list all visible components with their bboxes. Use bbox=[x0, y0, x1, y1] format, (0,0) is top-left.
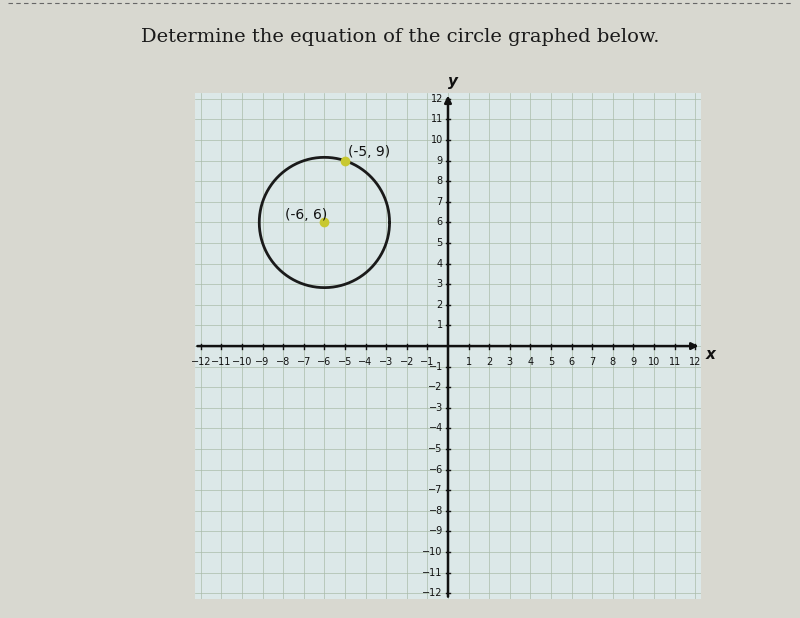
Text: x: x bbox=[706, 347, 715, 362]
Text: 4: 4 bbox=[437, 259, 443, 269]
Text: −11: −11 bbox=[422, 568, 443, 578]
Text: 2: 2 bbox=[486, 357, 492, 368]
Text: y: y bbox=[448, 74, 458, 88]
Text: −6: −6 bbox=[429, 465, 443, 475]
Text: 1: 1 bbox=[437, 321, 443, 331]
Text: 10: 10 bbox=[648, 357, 660, 368]
Text: −4: −4 bbox=[429, 423, 443, 433]
Text: 12: 12 bbox=[430, 94, 443, 104]
Text: −4: −4 bbox=[358, 357, 373, 368]
Text: (-6, 6): (-6, 6) bbox=[286, 208, 327, 222]
Text: 11: 11 bbox=[669, 357, 681, 368]
Text: 7: 7 bbox=[589, 357, 595, 368]
Text: 2: 2 bbox=[437, 300, 443, 310]
Text: −1: −1 bbox=[429, 362, 443, 371]
Text: −8: −8 bbox=[429, 506, 443, 516]
Text: −9: −9 bbox=[429, 527, 443, 536]
Text: −3: −3 bbox=[429, 403, 443, 413]
Text: 4: 4 bbox=[527, 357, 534, 368]
Text: −2: −2 bbox=[429, 383, 443, 392]
Text: 9: 9 bbox=[437, 156, 443, 166]
Text: 6: 6 bbox=[569, 357, 574, 368]
Text: 7: 7 bbox=[437, 197, 443, 207]
Text: −8: −8 bbox=[276, 357, 290, 368]
Text: −7: −7 bbox=[429, 485, 443, 495]
Text: 3: 3 bbox=[506, 357, 513, 368]
Text: 1: 1 bbox=[466, 357, 472, 368]
Text: 8: 8 bbox=[437, 176, 443, 186]
Text: −5: −5 bbox=[338, 357, 352, 368]
Text: −6: −6 bbox=[318, 357, 331, 368]
Text: −2: −2 bbox=[400, 357, 414, 368]
Text: −10: −10 bbox=[422, 547, 443, 557]
Text: 11: 11 bbox=[430, 114, 443, 124]
Text: −5: −5 bbox=[429, 444, 443, 454]
Text: −1: −1 bbox=[420, 357, 434, 368]
Text: 9: 9 bbox=[630, 357, 637, 368]
Text: −7: −7 bbox=[297, 357, 311, 368]
Text: −9: −9 bbox=[255, 357, 270, 368]
Text: Determine the equation of the circle graphed below.: Determine the equation of the circle gra… bbox=[141, 28, 659, 46]
Text: −10: −10 bbox=[232, 357, 252, 368]
Text: 6: 6 bbox=[437, 218, 443, 227]
Text: 10: 10 bbox=[430, 135, 443, 145]
Text: 12: 12 bbox=[689, 357, 702, 368]
Text: −12: −12 bbox=[190, 357, 211, 368]
Text: 8: 8 bbox=[610, 357, 616, 368]
Text: (-5, 9): (-5, 9) bbox=[348, 145, 390, 159]
Text: 5: 5 bbox=[548, 357, 554, 368]
Text: 3: 3 bbox=[437, 279, 443, 289]
Text: 5: 5 bbox=[437, 238, 443, 248]
Text: −12: −12 bbox=[422, 588, 443, 598]
Text: −3: −3 bbox=[379, 357, 394, 368]
Text: −11: −11 bbox=[211, 357, 231, 368]
